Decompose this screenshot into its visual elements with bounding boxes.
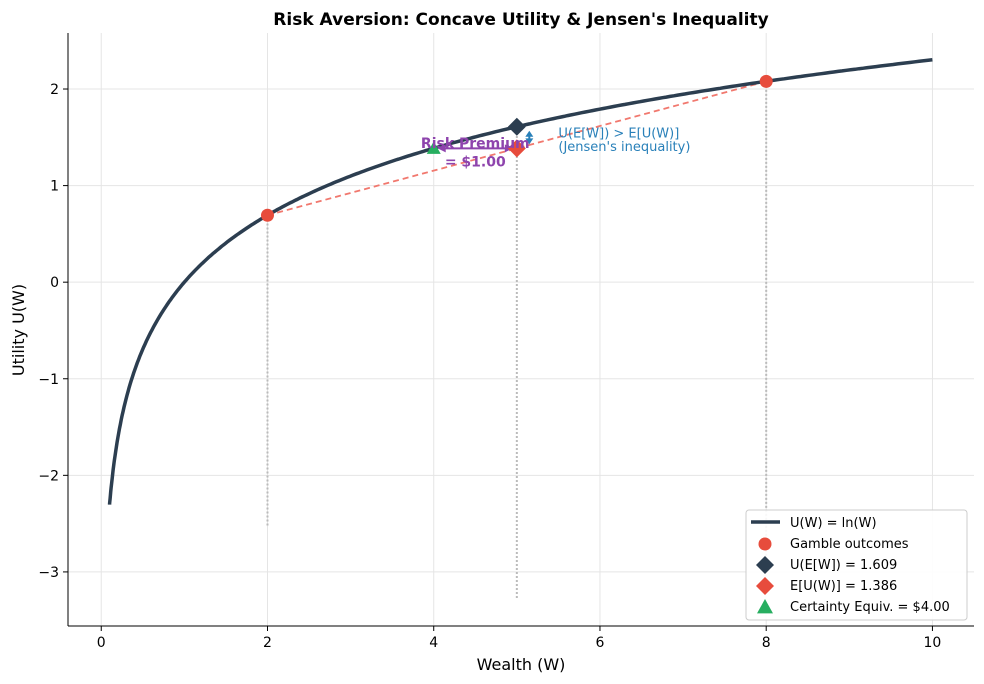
legend-entry: Gamble outcomes [790, 537, 909, 552]
legend-entry: Certainty Equiv. = $4.00 [790, 600, 950, 615]
utility-curve [107, 58, 933, 505]
u-of-expected-wealth-marker [507, 117, 526, 136]
risk-premium-arrowhead-left [437, 144, 446, 153]
gamble-outcome-point [260, 208, 274, 222]
legend: U(W) = ln(W) Gamble outcomes U(E[W]) = 1.6… [745, 509, 968, 621]
x-axis-label: Wealth (W) [477, 655, 566, 674]
certainty-equivalent-marker [426, 141, 441, 154]
expected-utility-marker [507, 139, 526, 158]
x-tick-label: 0 [97, 635, 106, 651]
y-tick-label: −1 [38, 372, 59, 388]
x-tick-label: 4 [429, 635, 438, 651]
jensen-arrowhead-top [525, 130, 534, 137]
chord-line [267, 80, 767, 217]
legend-triangle-swatch [757, 599, 773, 614]
jensen-label: U(E[W]) > E[U(W)] [558, 126, 679, 141]
x-tick-label: 6 [596, 635, 605, 651]
y-tick-label: 0 [50, 275, 59, 291]
legend-diamond-swatch [756, 577, 774, 595]
risk-premium-value: = $1.00 [445, 154, 506, 170]
legend-entry: E[U(W)] = 1.386 [790, 579, 897, 594]
legend-entry: U(W) = ln(W) [790, 516, 877, 531]
legend-diamond-swatch [756, 556, 774, 574]
gamble-outcome-point [759, 74, 773, 88]
y-tick-label: 2 [50, 82, 59, 98]
y-tick-label: 1 [50, 179, 59, 195]
jensen-arrowhead-bottom [525, 138, 534, 145]
y-axis-label: Utility U(W) [9, 284, 28, 376]
jensen-sublabel: (Jensen's inequality) [558, 140, 690, 155]
legend-circle-swatch [758, 537, 772, 551]
x-tick-label: 10 [924, 635, 942, 651]
risk-premium-label: Risk Premium [421, 136, 530, 152]
x-tick-label: 2 [263, 635, 272, 651]
legend-entry: U(E[W]) = 1.609 [790, 558, 897, 573]
legend-box [745, 509, 968, 621]
y-tick-label: −2 [38, 468, 59, 484]
x-tick-label: 8 [762, 635, 771, 651]
chart-title: Risk Aversion: Concave Utility & Jensen'… [273, 10, 768, 30]
y-tick-label: −3 [38, 565, 59, 581]
